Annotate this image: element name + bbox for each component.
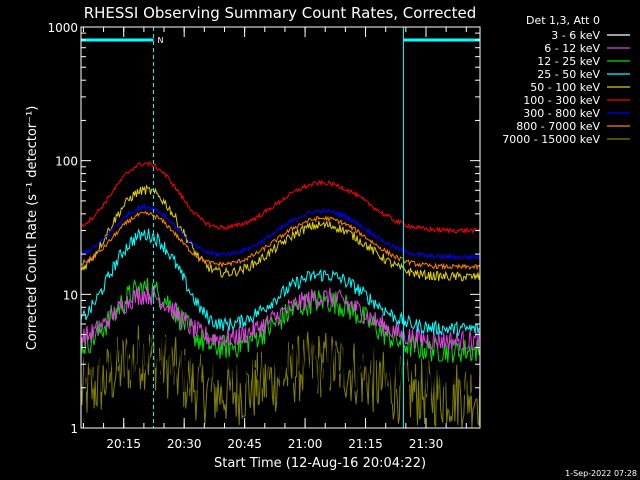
- chart-title: RHESSI Observing Summary Count Rates, Co…: [84, 4, 477, 22]
- x-tick-label-2: 20:45: [227, 437, 262, 451]
- y-tick-label-1: 10: [63, 288, 78, 302]
- legend-label-7: 800 - 7000 keV: [516, 120, 600, 133]
- axis-layer: 1 10 100 1000 20:15 20:30 20:45 21:00 21:15 21:30: [47, 21, 480, 451]
- footer-timestamp: 1-Sep-2022 07:28: [565, 469, 637, 478]
- series-line-800-7000keV: [80, 210, 481, 271]
- series-line-100-300keV: [80, 161, 481, 235]
- legend-title: Det 1,3, Att 0: [526, 14, 600, 27]
- y-tick-label-0: 1: [70, 422, 78, 436]
- y-tick-label-3: 1000: [47, 21, 78, 35]
- x-tick-label-1: 20:30: [167, 437, 202, 451]
- legend-label-4: 50 - 100 keV: [530, 81, 600, 94]
- x-tick-label-4: 21:15: [348, 437, 383, 451]
- x-axis-label: Start Time (12-Aug-16 20:04:22): [214, 456, 426, 471]
- legend-label-5: 100 - 300 keV: [523, 94, 600, 107]
- plot-frame: [80, 26, 481, 429]
- x-tick-label-5: 21:30: [409, 437, 444, 451]
- y-axis-label: Corrected Count Rate (s⁻¹ detector⁻¹): [25, 106, 40, 351]
- legend-label-6: 300 - 800 keV: [523, 107, 600, 120]
- series-line-25-50keV: [80, 228, 481, 338]
- x-tick-label-0: 20:15: [106, 437, 141, 451]
- legend-label-1: 6 - 12 keV: [544, 42, 600, 55]
- series-line-6-12keV: [80, 284, 481, 352]
- flag-label: N: [158, 36, 164, 45]
- series-layer: [80, 161, 481, 428]
- series-line-3-6keV: [80, 325, 481, 398]
- legend-label-8: 7000 - 15000 keV: [502, 133, 600, 146]
- y-tick-label-2: 100: [55, 155, 78, 169]
- legend-label-2: 12 - 25 keV: [537, 55, 600, 68]
- legend-label-0: 3 - 6 keV: [551, 29, 600, 42]
- x-tick-label-3: 21:00: [288, 437, 323, 451]
- series-line-50-100keV: [80, 184, 481, 282]
- series-line-300-800keV: [80, 203, 480, 261]
- legend-label-3: 25 - 50 keV: [537, 68, 600, 81]
